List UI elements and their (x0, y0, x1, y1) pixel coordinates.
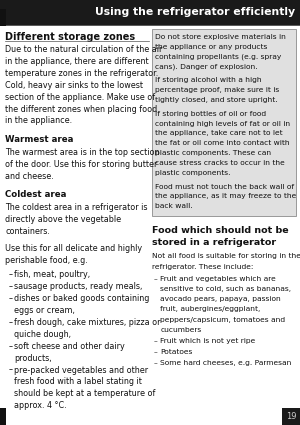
Text: approx. 4 °C.: approx. 4 °C. (14, 401, 67, 410)
Text: Not all food is suitable for storing in the: Not all food is suitable for storing in … (152, 253, 300, 259)
Text: the different zones when placing food: the different zones when placing food (5, 105, 158, 113)
Text: fresh food with a label stating it: fresh food with a label stating it (14, 377, 142, 386)
Text: products,: products, (14, 354, 52, 363)
Text: 19: 19 (286, 412, 296, 421)
Text: Potatoes: Potatoes (160, 349, 193, 355)
Text: Some hard cheeses, e.g. Parmesan: Some hard cheeses, e.g. Parmesan (160, 360, 292, 366)
Text: –: – (154, 349, 157, 355)
Text: of the door. Use this for storing butter: of the door. Use this for storing butter (5, 160, 158, 169)
Text: sensitive to cold, such as bananas,: sensitive to cold, such as bananas, (160, 286, 292, 292)
Text: eggs or cream,: eggs or cream, (14, 306, 75, 315)
Text: Fruit which is not yet ripe: Fruit which is not yet ripe (160, 338, 256, 344)
Text: –: – (9, 282, 13, 291)
Text: Food which should not be: Food which should not be (152, 226, 289, 235)
Text: quiche dough,: quiche dough, (14, 330, 71, 339)
Text: sausage products, ready meals,: sausage products, ready meals, (14, 282, 143, 291)
Text: containers.: containers. (5, 227, 50, 236)
Text: the appliance, as it may freeze to the: the appliance, as it may freeze to the (155, 193, 296, 199)
Text: fish, meat, poultry,: fish, meat, poultry, (14, 270, 91, 279)
Text: Cold, heavy air sinks to the lowest: Cold, heavy air sinks to the lowest (5, 81, 143, 90)
Text: back wall.: back wall. (155, 203, 193, 209)
Text: If storing alcohol with a high: If storing alcohol with a high (155, 77, 262, 83)
Text: –: – (154, 276, 157, 282)
Text: –: – (9, 366, 13, 374)
Text: cucumbers: cucumbers (160, 327, 202, 333)
FancyBboxPatch shape (0, 0, 300, 25)
Text: If storing bottles of oil or food: If storing bottles of oil or food (155, 111, 266, 117)
Text: pre-packed vegetables and other: pre-packed vegetables and other (14, 366, 148, 374)
Text: perishable food, e.g.: perishable food, e.g. (5, 256, 88, 265)
Text: Due to the natural circulation of the air: Due to the natural circulation of the ai… (5, 45, 163, 54)
Text: fresh dough, cake mixtures, pizza or: fresh dough, cake mixtures, pizza or (14, 318, 161, 327)
Text: tightly closed, and store upright.: tightly closed, and store upright. (155, 97, 278, 103)
Text: –: – (154, 338, 157, 344)
Text: –: – (9, 294, 13, 303)
Text: Coldest area: Coldest area (5, 190, 67, 199)
Text: in the appliance.: in the appliance. (5, 116, 73, 125)
Text: avocado pears, papaya, passion: avocado pears, papaya, passion (160, 296, 281, 302)
Text: cans). Danger of explosion.: cans). Danger of explosion. (155, 63, 258, 70)
FancyBboxPatch shape (282, 408, 300, 425)
Text: section of the appliance. Make use of: section of the appliance. Make use of (5, 93, 155, 102)
Text: Food must not touch the back wall of: Food must not touch the back wall of (155, 184, 294, 190)
Text: temperature zones in the refrigerator.: temperature zones in the refrigerator. (5, 69, 159, 78)
Text: –: – (9, 270, 13, 279)
Text: Do not store explosive materials in: Do not store explosive materials in (155, 34, 286, 40)
Text: The warmest area is in the top section: The warmest area is in the top section (5, 148, 160, 157)
Text: soft cheese and other dairy: soft cheese and other dairy (14, 342, 125, 351)
Text: Using the refrigerator efficiently: Using the refrigerator efficiently (95, 7, 296, 17)
Text: dishes or baked goods containing: dishes or baked goods containing (14, 294, 150, 303)
Text: Use this for all delicate and highly: Use this for all delicate and highly (5, 244, 142, 253)
Text: the fat or oil come into contact with: the fat or oil come into contact with (155, 140, 290, 146)
FancyBboxPatch shape (152, 29, 296, 216)
Text: –: – (154, 360, 157, 366)
Text: The coldest area in a refrigerator is: The coldest area in a refrigerator is (5, 203, 148, 212)
Text: containing propellants (e.g. spray: containing propellants (e.g. spray (155, 54, 281, 60)
Text: the appliance, take care not to let: the appliance, take care not to let (155, 130, 283, 136)
Text: refrigerator. These include:: refrigerator. These include: (152, 264, 254, 269)
Text: Different storage zones: Different storage zones (5, 32, 136, 42)
Text: containing high levels of fat or oil in: containing high levels of fat or oil in (155, 121, 290, 127)
Text: in the appliance, there are different: in the appliance, there are different (5, 57, 149, 66)
FancyBboxPatch shape (0, 8, 6, 25)
Text: percentage proof, make sure it is: percentage proof, make sure it is (155, 87, 279, 93)
Text: stored in a refrigerator: stored in a refrigerator (152, 238, 276, 247)
Text: –: – (9, 342, 13, 351)
Text: and cheese.: and cheese. (5, 172, 54, 181)
Text: peppers/capsicum, tomatoes and: peppers/capsicum, tomatoes and (160, 317, 286, 323)
Text: the appliance or any products: the appliance or any products (155, 44, 268, 50)
Text: should be kept at a temperature of: should be kept at a temperature of (14, 389, 156, 398)
Text: fruit, aubergines/eggplant,: fruit, aubergines/eggplant, (160, 306, 261, 312)
FancyBboxPatch shape (0, 408, 6, 425)
Text: plastic components. These can: plastic components. These can (155, 150, 271, 156)
Text: directly above the vegetable: directly above the vegetable (5, 215, 122, 224)
Text: plastic components.: plastic components. (155, 170, 231, 176)
Text: –: – (9, 318, 13, 327)
Text: cause stress cracks to occur in the: cause stress cracks to occur in the (155, 160, 285, 166)
Text: Fruit and vegetables which are: Fruit and vegetables which are (160, 276, 276, 282)
Text: Warmest area: Warmest area (5, 135, 74, 144)
